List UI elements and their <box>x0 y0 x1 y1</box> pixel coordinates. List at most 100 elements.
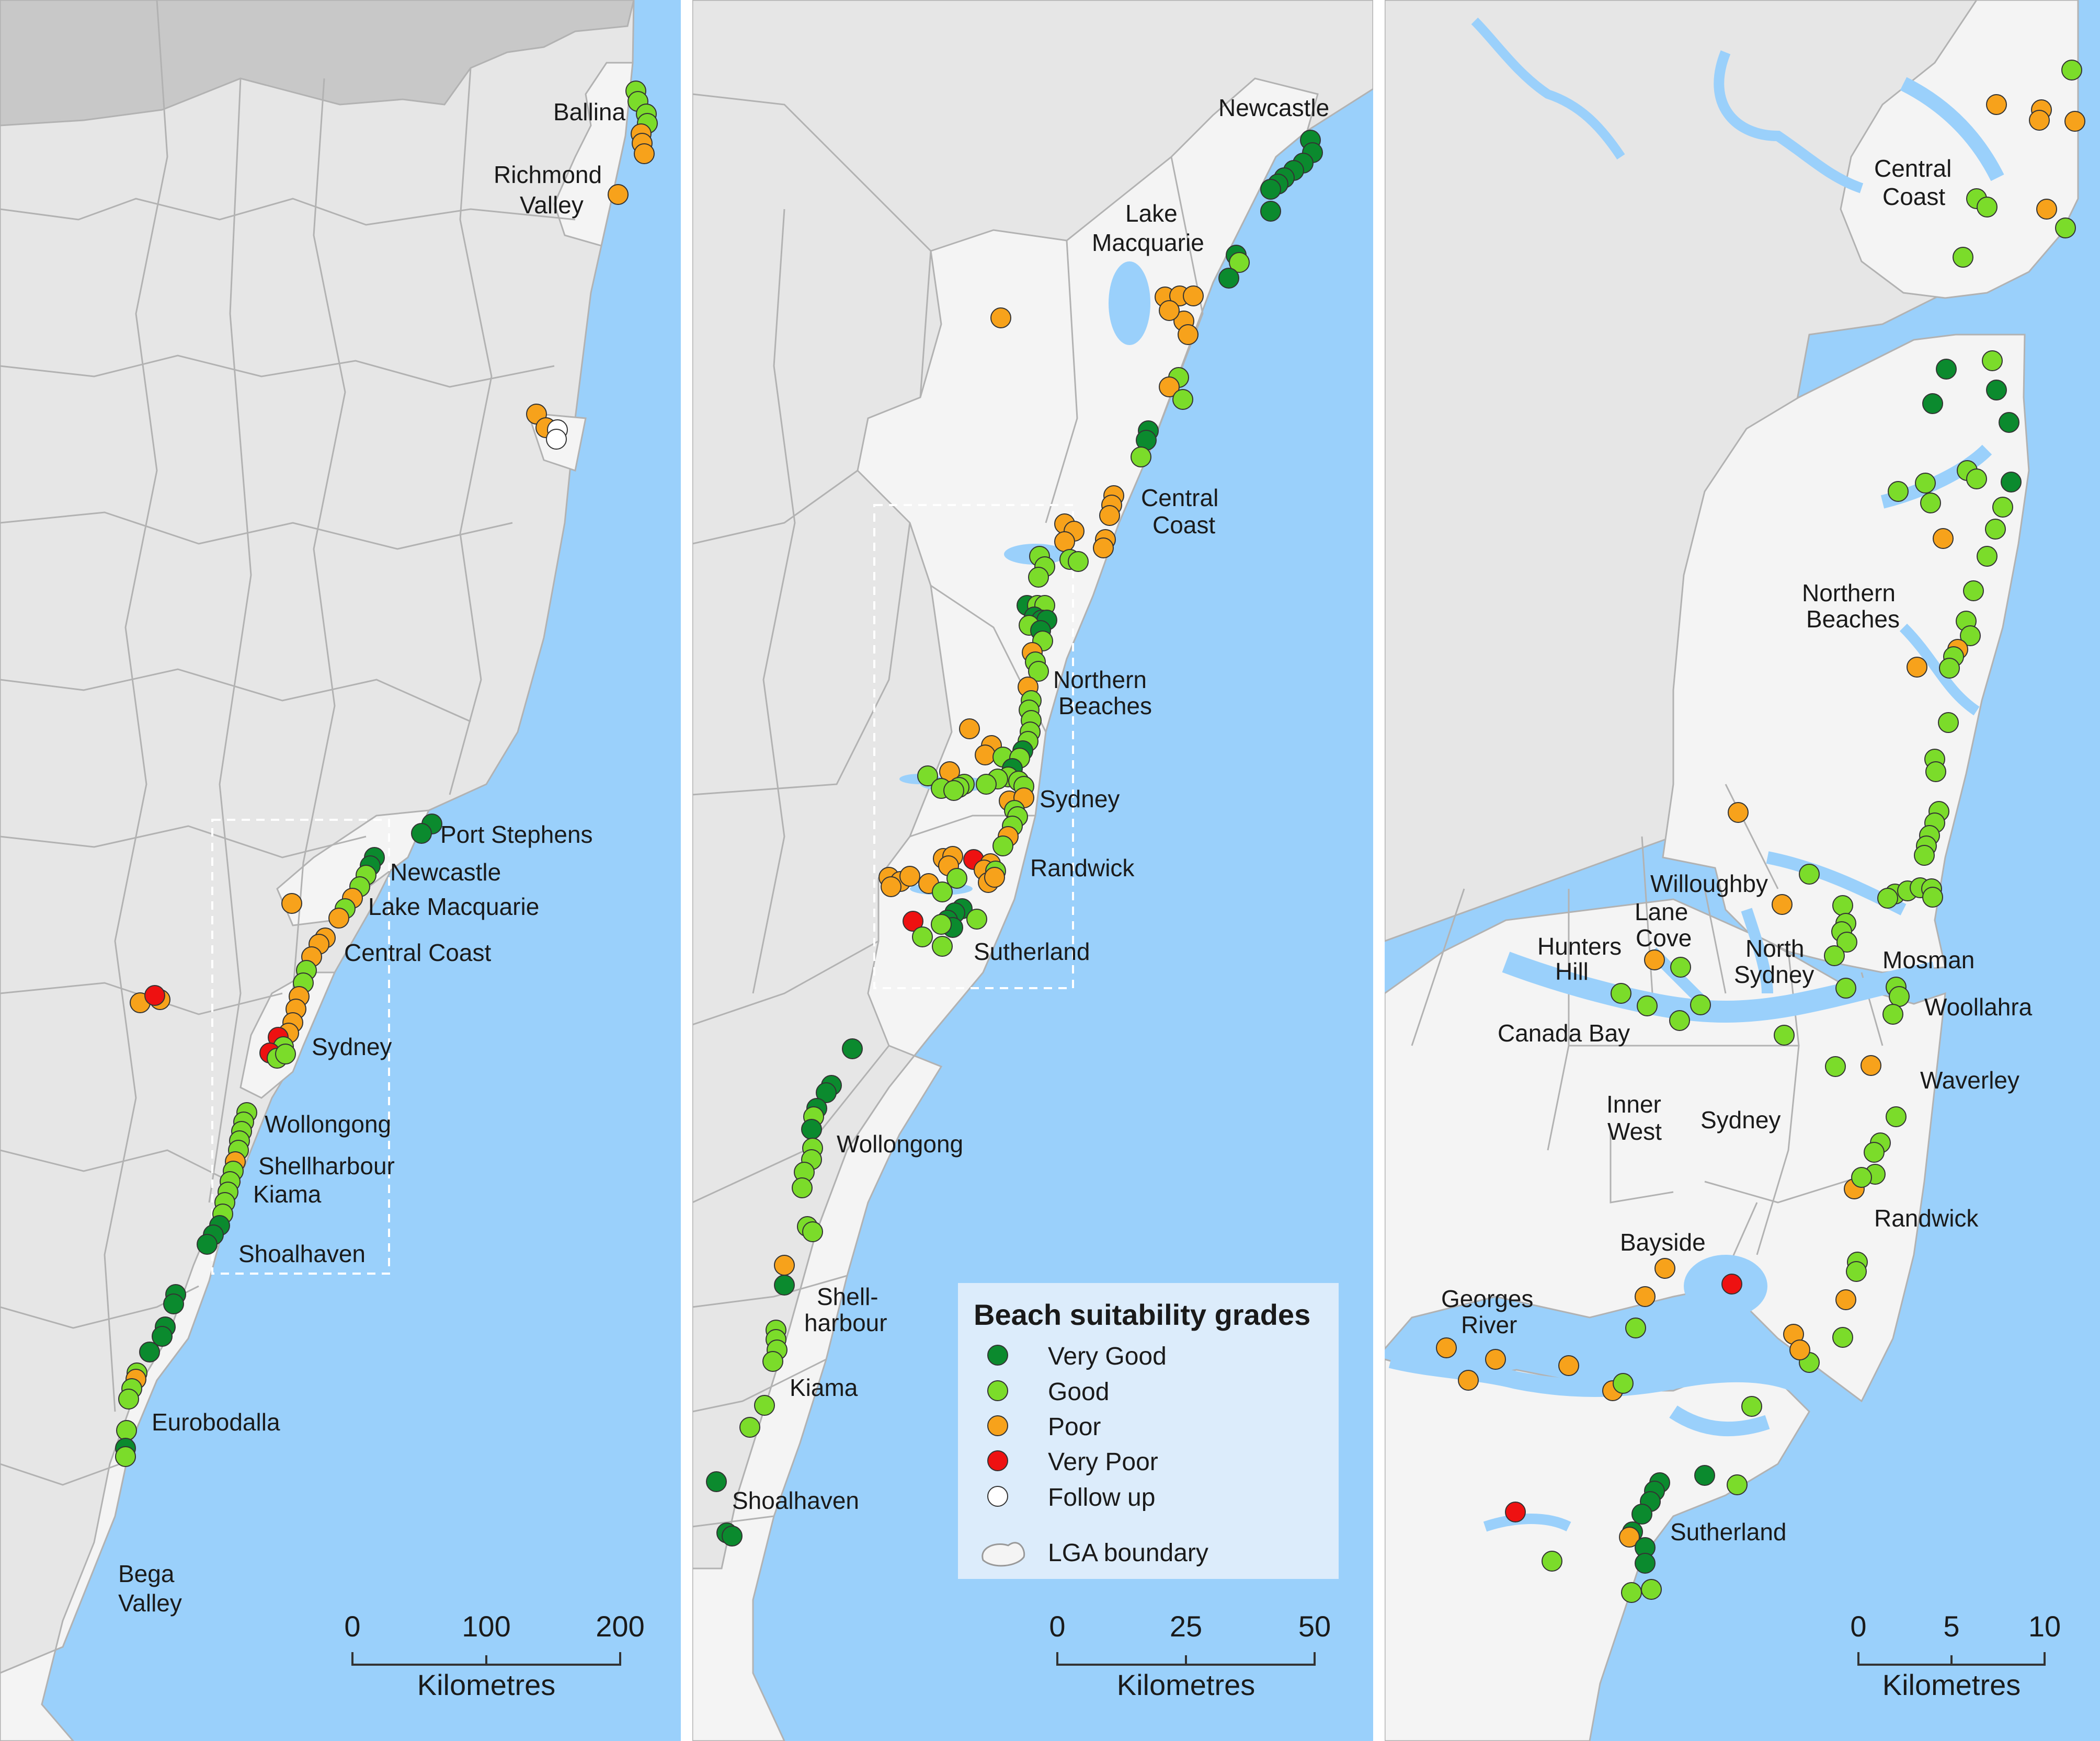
area-label: Sydney <box>312 1033 392 1060</box>
beach-point-good <box>1938 712 1959 733</box>
beach-point-very-good <box>1260 179 1281 200</box>
beach-point-very-good <box>774 1275 795 1296</box>
coastal-lga-land <box>692 77 1319 1741</box>
beach-point-poor <box>1635 1286 1656 1307</box>
beach-point-good <box>1877 888 1898 909</box>
beach-point-very-good <box>1694 1465 1715 1486</box>
lga-boundaries <box>0 0 576 1486</box>
beach-point-good <box>754 1395 775 1416</box>
area-label: Central Coast <box>344 939 491 966</box>
beach-point-good <box>1836 932 1857 953</box>
scale-unit-label: Kilometres <box>1882 1668 2021 1701</box>
area-label: North <box>1745 935 1804 962</box>
beach-point-good <box>1920 492 1941 513</box>
beach-point-good <box>1939 658 1960 679</box>
area-label: Mosman <box>1882 946 1975 973</box>
scale-tick-label: 50 <box>1298 1610 1331 1643</box>
area-label: Central <box>1141 484 1218 511</box>
beach-point-good <box>739 1417 760 1438</box>
beach-point-good <box>1882 1004 1903 1025</box>
beach-point-very-good <box>816 1082 837 1103</box>
beach-point-good <box>1982 350 2003 371</box>
beach-point-very-good <box>197 1234 218 1255</box>
beach-point-good <box>1832 1327 1853 1348</box>
area-label: Sutherland <box>1670 1518 1787 1545</box>
hunter-to-shoalhaven-panel: Newcastle Lake Macquarie Central Coast N… <box>692 0 1373 1741</box>
scale-bar: 0 5 10 Kilometres <box>1850 1610 2061 1701</box>
beach-point-good <box>976 774 997 795</box>
beach-point-good <box>1888 481 1909 502</box>
area-label: Kiama <box>253 1181 322 1208</box>
legend-label: Very Good <box>1048 1343 1167 1370</box>
beach-point-good <box>1641 1579 1662 1600</box>
beach-point-good <box>1846 1261 1867 1282</box>
beach-point-poor <box>899 866 920 887</box>
area-label: Beaches <box>1806 605 1900 633</box>
beach-point-poor <box>1835 1289 1856 1310</box>
area-label: Sydney <box>1700 1106 1781 1133</box>
beach-point-poor <box>1861 1055 1881 1076</box>
beach-point-poor <box>2036 199 2057 220</box>
scale-tick-label: 0 <box>344 1610 360 1643</box>
beach-point-good <box>1992 497 2013 518</box>
beach-point-poor <box>959 718 980 739</box>
beach-point-good <box>1741 1396 1762 1417</box>
legend-swatch-poor <box>987 1415 1008 1436</box>
beach-point-poor <box>1772 894 1793 915</box>
area-label: Cove <box>1636 924 1692 952</box>
beach-points-layer <box>706 130 1323 1547</box>
beach-point-good <box>1621 1582 1642 1603</box>
beach-point-very-good <box>2001 472 2022 492</box>
beach-point-poor <box>1159 300 1180 321</box>
nsw-coast-panel: Ballina Richmond Valley Port Stephens Ne… <box>0 0 681 1741</box>
beach-point-very-good <box>706 1471 727 1492</box>
area-label: Randwick <box>1874 1205 1979 1232</box>
beach-point-poor <box>634 143 655 164</box>
legend-swatch-lga-boundary <box>981 1542 1025 1567</box>
area-label: River <box>1461 1311 1517 1338</box>
scale-tick-label: 100 <box>462 1610 510 1643</box>
beach-point-very-good <box>1999 412 2019 433</box>
legend-swatch-follow-up <box>987 1486 1008 1507</box>
beach-point-poor <box>281 893 302 914</box>
area-label: Inner <box>1606 1091 1661 1118</box>
beach-point-very-good <box>1635 1553 1656 1574</box>
beach-point-good <box>1774 1025 1795 1046</box>
beach-point-good <box>1977 197 1998 217</box>
beach-point-good <box>1669 1010 1690 1031</box>
beach-point-good <box>1670 957 1691 978</box>
beach-point-good <box>1953 247 1973 268</box>
area-label: Valley <box>520 191 584 219</box>
scale-bar: 0 100 200 Kilometres <box>344 1610 644 1701</box>
scale-tick-label: 0 <box>1850 1610 1866 1643</box>
beach-point-good <box>1985 519 2006 540</box>
beach-point-good <box>792 1177 813 1198</box>
beach-point-poor <box>608 184 629 205</box>
area-label: Lane <box>1635 898 1688 925</box>
legend-box <box>958 1283 1339 1579</box>
beach-point-good <box>1835 978 1856 999</box>
beach-point-poor <box>328 908 349 929</box>
beach-point-good <box>1851 1167 1872 1188</box>
beach-point-good <box>1690 994 1711 1015</box>
lga-boundaries <box>692 93 1204 1528</box>
area-label: Northern <box>1802 579 1896 606</box>
beach-point-good <box>1131 446 1151 467</box>
legend: Beach suitability grades Very Good Good … <box>958 1283 1339 1579</box>
area-label: Sydney <box>1734 961 1814 988</box>
area-label: Northern <box>1053 666 1147 693</box>
beach-point-good <box>1028 661 1049 682</box>
area-label: Woollahra <box>1924 993 2033 1021</box>
beach-points-layer <box>115 81 658 1467</box>
area-label: Macquarie <box>1092 229 1204 256</box>
area-label: Bega <box>118 1560 175 1587</box>
beach-point-very-good <box>1936 359 1957 380</box>
beach-point-good <box>931 914 952 935</box>
area-label: Willoughby <box>1650 870 1768 897</box>
beach-point-poor <box>1558 1355 1579 1376</box>
beach-point-very-good <box>1986 380 2007 400</box>
beach-point-good <box>115 1446 136 1467</box>
beach-point-good <box>1799 864 1820 885</box>
beach-point-poor <box>984 867 1005 888</box>
beach-point-poor <box>1093 537 1114 558</box>
